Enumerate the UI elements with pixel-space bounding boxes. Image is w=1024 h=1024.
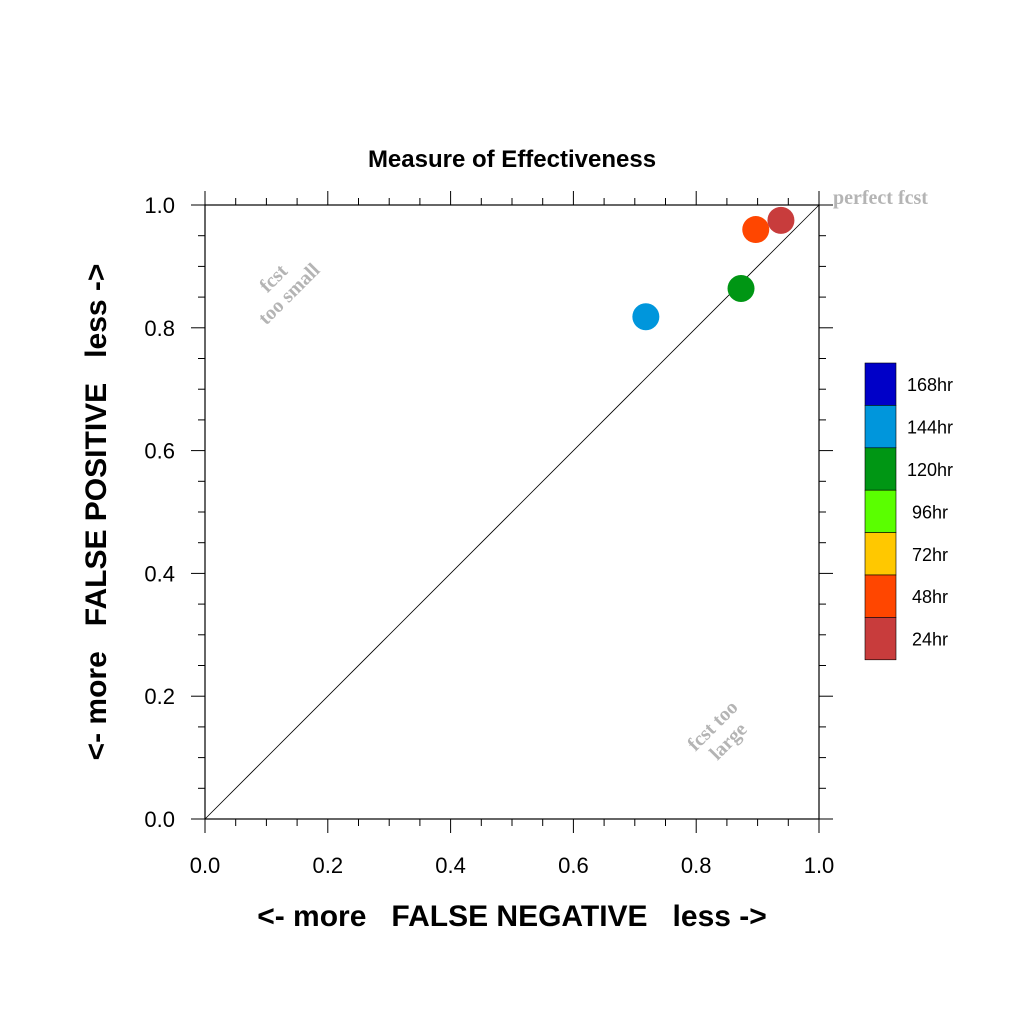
legend-swatch-72hr [864, 532, 897, 576]
legend-label-120hr: 120hr [907, 460, 953, 480]
x-tick-label: 0.4 [435, 853, 466, 878]
legend-swatch-48hr [864, 574, 897, 618]
y-tick-label: 0.6 [144, 439, 175, 464]
y-axis-label: <- more FALSE POSITIVE less -> [80, 264, 113, 761]
legend-label-72hr: 72hr [912, 545, 948, 565]
axis-ticks [191, 191, 833, 833]
point-24hr [767, 206, 795, 234]
y-tick-label: 0.8 [144, 316, 175, 341]
perfect-fcst-annotation: perfect fcst [833, 187, 928, 209]
legend-swatch-96hr [864, 489, 897, 533]
legend-swatch-168hr [864, 362, 897, 406]
legend-label-144hr: 144hr [907, 418, 953, 438]
y-tick-label: 0.2 [144, 684, 175, 709]
x-tick-label: 0.0 [190, 853, 221, 878]
x-tick-label: 1.0 [804, 853, 835, 878]
legend-label-168hr: 168hr [907, 375, 953, 395]
x-tick-label: 0.2 [313, 853, 344, 878]
x-axis-label: <- more FALSE NEGATIVE less -> [257, 900, 767, 933]
legend: 168hr 144hr 120hr 96hr 72hr 48hr 24hr [864, 362, 953, 661]
legend-label-48hr: 48hr [912, 587, 948, 607]
point-144hr [632, 303, 660, 331]
diagonal-line [204, 204, 820, 820]
data-points [632, 206, 795, 331]
legend-label-24hr: 24hr [912, 630, 948, 650]
too-small-line2: too small [254, 259, 324, 329]
x-tick-label: 0.6 [558, 853, 589, 878]
legend-swatch-24hr [864, 617, 897, 661]
legend-swatch-144hr [864, 405, 897, 449]
legend-swatch-120hr [864, 447, 897, 491]
chart-title: Measure of Effectiveness [368, 146, 656, 173]
tick-labels: 0.0 0.2 0.4 0.6 0.8 1.0 0.0 0.2 0.4 0.6 0.8 1.0 [144, 193, 834, 878]
legend-label-96hr: 96hr [912, 502, 948, 522]
y-tick-label: 0.4 [144, 561, 175, 586]
point-48hr [742, 216, 770, 244]
y-tick-label: 0.0 [144, 807, 175, 832]
x-tick-label: 0.8 [681, 853, 712, 878]
y-tick-label: 1.0 [144, 193, 175, 218]
point-120hr [727, 275, 755, 303]
too-large-annotation: fcst too large [683, 696, 751, 764]
too-small-annotation: fcst too small [254, 259, 324, 329]
